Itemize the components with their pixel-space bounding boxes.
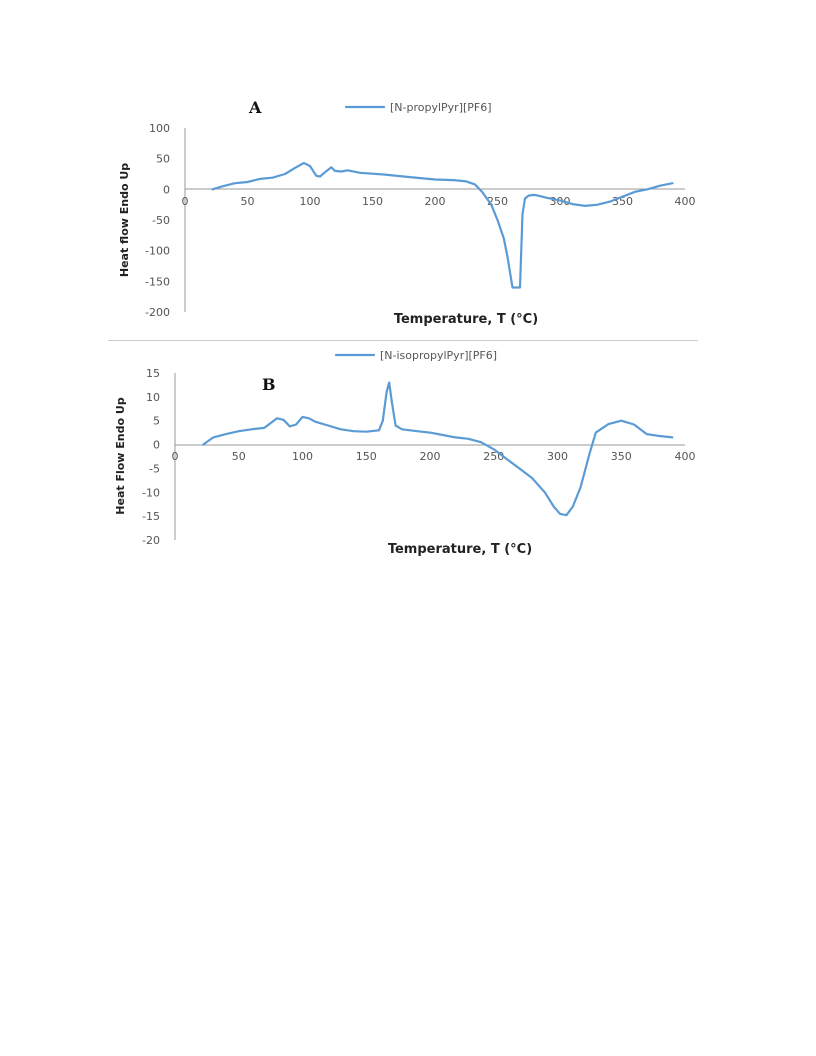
x-tick-label: 400 xyxy=(675,195,696,208)
y-tick-label: 50 xyxy=(156,153,170,166)
x-tick-label: 100 xyxy=(292,450,313,463)
y-tick-label: -200 xyxy=(145,306,170,319)
y-tick-label: -50 xyxy=(152,214,170,227)
x-tick-label: 300 xyxy=(547,450,568,463)
y-ticks-b: 15 10 5 0 -5 -10 -15 -20 xyxy=(142,367,160,547)
x-ticks-b: 0 50 100 150 200 250 300 350 400 xyxy=(172,450,696,463)
x-tick-label: 200 xyxy=(420,450,441,463)
y-ticks-a: 100 50 0 -50 -100 -150 -200 xyxy=(145,122,170,319)
x-tick-label: 400 xyxy=(675,450,696,463)
legend-label-b: [N-isopropylPyr][PF6] xyxy=(380,349,497,362)
y-tick-label: -15 xyxy=(142,510,160,523)
x-tick-label: 50 xyxy=(241,195,255,208)
y-axis-title-b: Heat Flow Endo Up xyxy=(114,397,127,515)
y-axis-title-a: Heat flow Endo Up xyxy=(118,163,131,277)
x-tick-label: 200 xyxy=(425,195,446,208)
y-tick-label: 5 xyxy=(153,415,160,428)
y-tick-label: 15 xyxy=(146,367,160,380)
x-axis-title-b: Temperature, T (°C) xyxy=(388,542,532,557)
panel-label-b: B xyxy=(262,375,276,394)
y-tick-label: -150 xyxy=(145,275,170,288)
y-tick-label: 100 xyxy=(149,122,170,135)
x-tick-label: 250 xyxy=(483,450,504,463)
x-tick-label: 0 xyxy=(172,450,179,463)
x-tick-label: 0 xyxy=(182,195,189,208)
y-tick-label: 0 xyxy=(153,439,160,452)
x-tick-label: 100 xyxy=(300,195,321,208)
chart-b: B [N-isopropylPyr][PF6] 151050-5-10-15-2… xyxy=(114,349,696,557)
y-tick-label: -10 xyxy=(142,486,160,499)
series-line-a xyxy=(211,161,674,289)
y-tick-label: -5 xyxy=(149,462,160,475)
x-tick-label: 150 xyxy=(362,195,383,208)
y-tick-label: 0 xyxy=(163,183,170,196)
y-tick-label: -100 xyxy=(145,245,170,258)
x-ticks-a: 0 50 100 150 200 250 300 350 400 xyxy=(182,195,696,208)
panel-divider xyxy=(108,340,698,341)
y-tick-label: -20 xyxy=(142,534,160,547)
chart-a: A [N-propylPyr][PF6] 100 50 0 -50 -100 -150 -2… xyxy=(118,98,696,327)
x-tick-label: 350 xyxy=(611,450,632,463)
series-line-b xyxy=(202,381,674,517)
panel-label-a: A xyxy=(248,98,262,117)
x-tick-label: 150 xyxy=(356,450,377,463)
legend-label-a: [N-propylPyr][PF6] xyxy=(390,101,492,114)
x-tick-label: 50 xyxy=(232,450,246,463)
y-tick-label: 10 xyxy=(146,391,160,404)
x-axis-title-a: Temperature, T (°C) xyxy=(394,312,538,327)
